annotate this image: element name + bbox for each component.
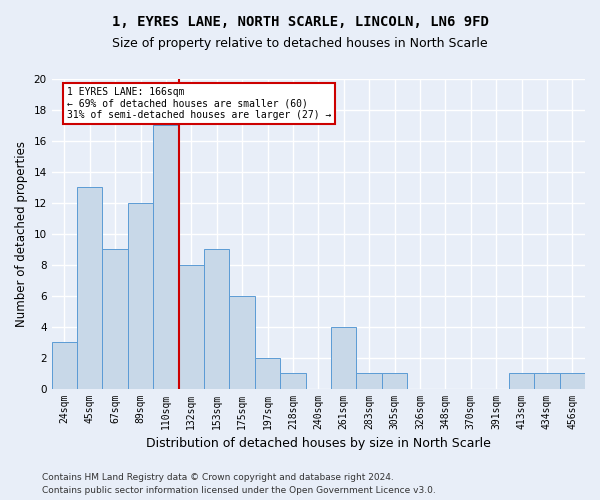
Bar	[153, 126, 179, 388]
Text: 1, EYRES LANE, NORTH SCARLE, LINCOLN, LN6 9FD: 1, EYRES LANE, NORTH SCARLE, LINCOLN, LN…	[112, 15, 488, 29]
X-axis label: Distribution of detached houses by size in North Scarle: Distribution of detached houses by size …	[146, 437, 491, 450]
Bar	[204, 250, 229, 388]
Bar	[229, 296, 255, 388]
Text: Contains public sector information licensed under the Open Government Licence v3: Contains public sector information licen…	[42, 486, 436, 495]
Bar	[255, 358, 280, 388]
Bar	[356, 373, 382, 388]
Bar	[128, 203, 153, 388]
Bar	[509, 373, 534, 388]
Bar	[280, 373, 305, 388]
Bar	[179, 264, 204, 388]
Bar	[103, 250, 128, 388]
Bar	[560, 373, 585, 388]
Text: Contains HM Land Registry data © Crown copyright and database right 2024.: Contains HM Land Registry data © Crown c…	[42, 474, 394, 482]
Bar	[534, 373, 560, 388]
Bar	[52, 342, 77, 388]
Bar	[382, 373, 407, 388]
Y-axis label: Number of detached properties: Number of detached properties	[15, 141, 28, 327]
Bar	[77, 188, 103, 388]
Bar	[331, 326, 356, 388]
Text: 1 EYRES LANE: 166sqm
← 69% of detached houses are smaller (60)
31% of semi-detac: 1 EYRES LANE: 166sqm ← 69% of detached h…	[67, 86, 331, 120]
Text: Size of property relative to detached houses in North Scarle: Size of property relative to detached ho…	[112, 38, 488, 51]
